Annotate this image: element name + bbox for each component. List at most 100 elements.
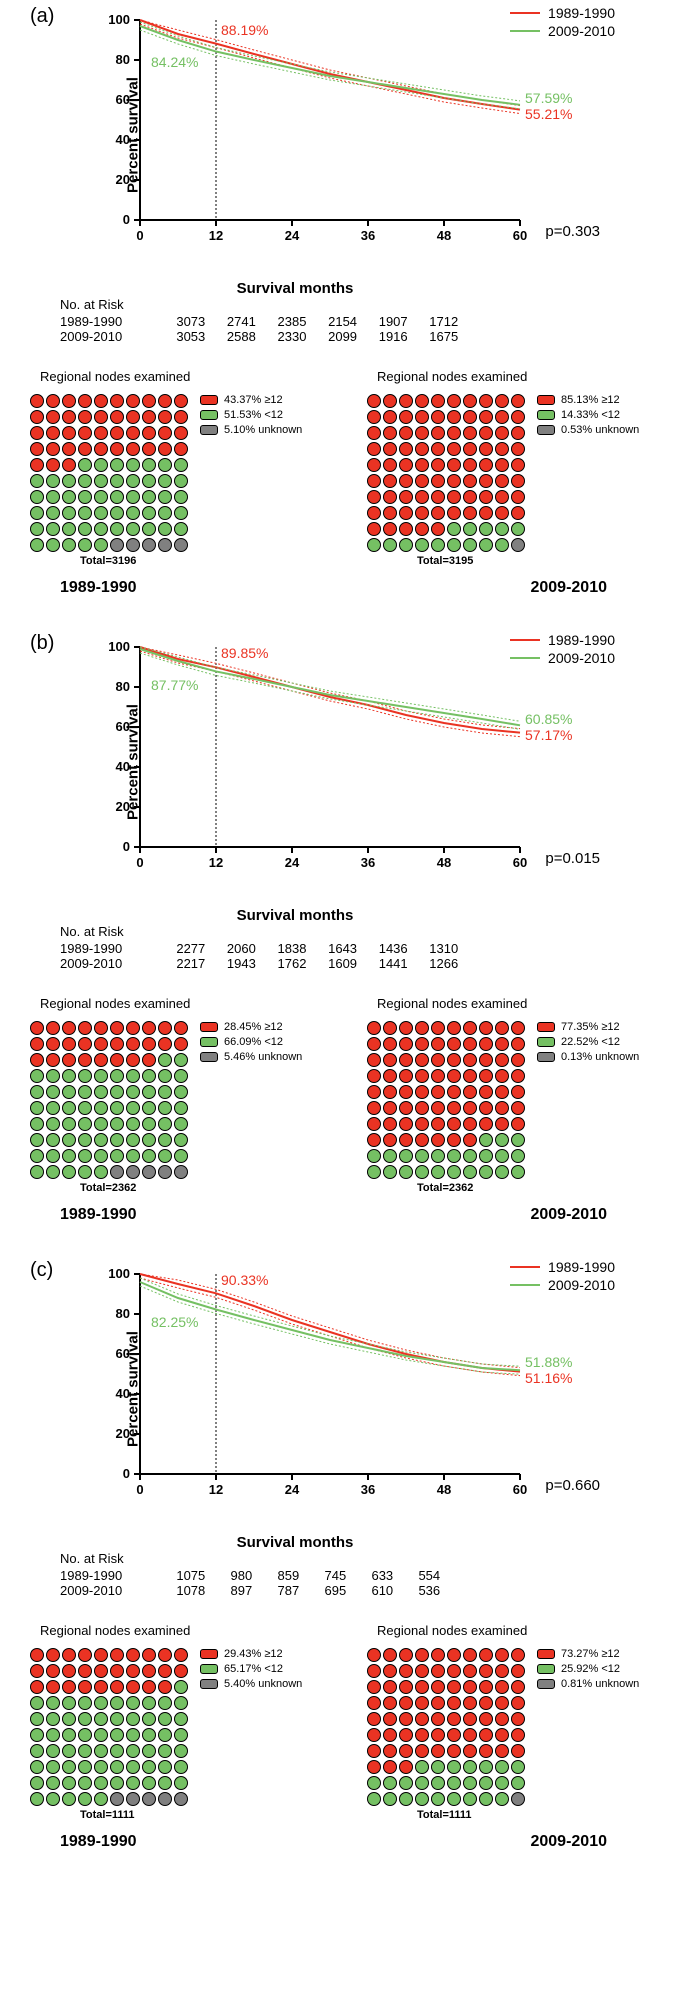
waffle-dot [30,1696,44,1710]
waffle-dot [46,1165,60,1179]
waffle-dot [94,1069,108,1083]
waffle-dot [479,1149,493,1163]
waffle-dot [30,1149,44,1163]
panel-label: (c) [30,1259,53,1282]
waffle-dot [463,1069,477,1083]
waffle-dot [174,1696,188,1710]
waffle-title: Regional nodes examined [40,369,320,384]
waffle-dot [46,1021,60,1035]
waffle-dot [431,442,445,456]
waffle-dot [383,1648,397,1662]
waffle-dot [495,1117,509,1131]
risk-row: 2009-2010 2217 1943 1762 1609 1441 1266 [60,956,677,971]
legend-label: ≥12 [264,1021,282,1033]
waffle-dot [463,490,477,504]
waffle-dot [174,442,188,456]
legend-label: ≥12 [264,1648,282,1660]
waffle-dot [463,426,477,440]
waffle-dot [479,1664,493,1678]
waffle-dot [479,1792,493,1806]
waffle-dot [94,1728,108,1742]
waffle-dot [383,1021,397,1035]
waffle-dot [30,1021,44,1035]
annotation: 51.16% [525,1370,572,1386]
waffle-dot [126,1085,140,1099]
waffle-dot [447,410,461,424]
legend-label: ≥12 [601,1021,619,1033]
waffle-dot [30,458,44,472]
waffle-dot [367,1648,381,1662]
waffle-dot [367,506,381,520]
year-label: 1989-1990 [60,579,137,597]
waffle-dot [158,1149,172,1163]
waffle-dot [62,1165,76,1179]
waffle-dot [367,1680,381,1694]
waffle-dot [62,1664,76,1678]
waffle-dot [495,394,509,408]
waffle-dot [30,394,44,408]
svg-text:24: 24 [285,228,300,243]
legend-pct: 5.40% [224,1678,255,1690]
waffle-dot [431,410,445,424]
annotation: 82.25% [151,1314,198,1330]
panel: (a)Percent survival012243648600204060801… [0,0,677,597]
waffle-dot [399,522,413,536]
waffle-dot [495,442,509,456]
waffle-dot [367,1133,381,1147]
waffle-dot [174,1069,188,1083]
waffle-dot [46,1744,60,1758]
waffle-dot [158,1117,172,1131]
waffle-dot [62,1648,76,1662]
x-axis-label: Survival months [80,280,510,297]
waffle-dot [479,1728,493,1742]
waffle-dot [62,1680,76,1694]
waffle-dot [126,522,140,536]
waffle-dot [367,1149,381,1163]
waffle-dot [463,1037,477,1051]
waffle-dot [495,1744,509,1758]
waffle-dot [447,1165,461,1179]
waffle-dot [78,1760,92,1774]
legend-label: 2009-2010 [548,650,615,666]
y-axis-label: Percent survival [124,704,141,820]
waffle-dot [78,1648,92,1662]
waffle-dot [447,1117,461,1131]
waffle-dot [126,490,140,504]
waffle-dot [399,442,413,456]
waffle-dot [126,1648,140,1662]
waffle-dot [399,1165,413,1179]
waffle-dot [62,522,76,536]
waffle-dot [495,1037,509,1051]
legend-label: <12 [601,409,620,421]
svg-text:0: 0 [123,839,130,854]
svg-text:24: 24 [285,1482,300,1497]
waffle-dot [511,1728,525,1742]
waffle-dot [511,1165,525,1179]
waffle-dot [62,538,76,552]
waffle-dot [142,1792,156,1806]
waffle-dot [158,1101,172,1115]
svg-text:36: 36 [361,228,375,243]
waffle-dot [174,474,188,488]
waffle-dot [94,1133,108,1147]
waffle-dot [126,442,140,456]
waffle-dot [174,506,188,520]
waffle-dot [94,1165,108,1179]
waffle-dot [399,1037,413,1051]
waffle-dot [447,1648,461,1662]
waffle-dot [447,1712,461,1726]
waffle-dot [142,442,156,456]
waffle-dot [511,1664,525,1678]
waffle-dot [447,506,461,520]
waffle-dot [158,1712,172,1726]
waffle-dot [94,1149,108,1163]
waffle-dot [78,1728,92,1742]
waffle-dot [62,1744,76,1758]
waffle-dot [78,1712,92,1726]
waffle-dot [158,1021,172,1035]
waffle-dot [367,1021,381,1035]
waffle-dot [495,1133,509,1147]
waffle-dot [511,1021,525,1035]
waffle-dot [142,1101,156,1115]
legend-pct: 28.45% [224,1021,261,1033]
